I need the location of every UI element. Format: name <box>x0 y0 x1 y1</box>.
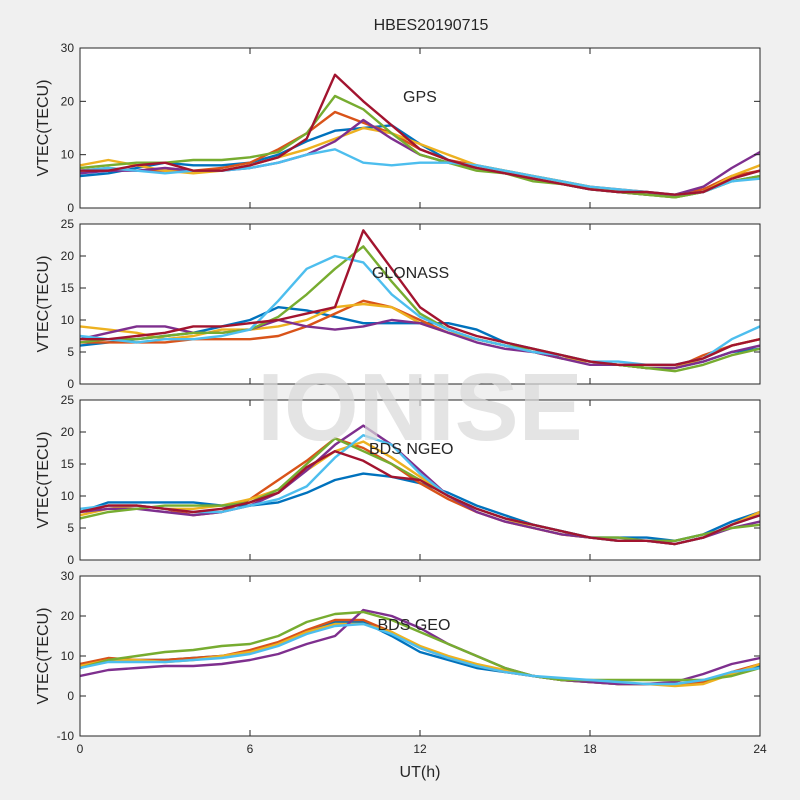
y-tick-label: 0 <box>67 553 74 567</box>
y-tick-label: 10 <box>61 649 75 663</box>
y-tick-label: 30 <box>61 41 75 55</box>
plot-area <box>80 576 760 736</box>
x-tick-label: 18 <box>583 742 597 756</box>
panel-annotation: BDS NGEO <box>369 441 453 458</box>
panel-glonass: 0 5 10 15 20 25 VTEC(TECU) GLONASS <box>35 217 761 391</box>
panel-annotation: GPS <box>403 89 437 106</box>
panels: 0 10 20 30 VTEC(TECU) GPS 0 5 10 15 20 25 VTEC(TECU)… <box>35 41 767 756</box>
x-tick-label: 24 <box>753 742 767 756</box>
watermark: IONISE <box>257 354 582 461</box>
plot-area <box>80 224 760 384</box>
y-tick-label: 30 <box>61 569 75 583</box>
x-tick-label: 12 <box>413 742 427 756</box>
panel-annotation: GLONASS <box>372 265 449 282</box>
figure-title: HBES20190715 <box>374 17 489 34</box>
series-line-7 <box>80 450 760 546</box>
y-tick-label: 5 <box>67 521 74 535</box>
y-tick-label: 25 <box>61 217 75 231</box>
series-line-5 <box>80 94 760 199</box>
y-tick-label: 15 <box>61 281 75 295</box>
y-tick-label: 20 <box>61 425 75 439</box>
y-axis-label: VTEC(TECU) <box>35 256 52 353</box>
y-axis-label: VTEC(TECU) <box>35 432 52 529</box>
y-tick-label: 10 <box>61 148 75 162</box>
y-tick-label: 10 <box>61 489 75 503</box>
series-group <box>80 229 760 373</box>
y-axis-label: VTEC(TECU) <box>35 608 52 705</box>
series-line-5 <box>80 610 760 682</box>
y-tick-label: -10 <box>57 729 75 743</box>
series-line-6 <box>80 622 760 686</box>
y-tick-label: 0 <box>67 201 74 215</box>
series-line-7 <box>80 229 760 366</box>
panel-annotation: BDS GEO <box>378 617 451 634</box>
y-tick-label: 5 <box>67 345 74 359</box>
y-tick-label: 20 <box>61 609 75 623</box>
panel-gps: 0 10 20 30 VTEC(TECU) GPS <box>35 41 761 215</box>
y-tick-label: 0 <box>67 689 74 703</box>
x-tick-label: 0 <box>77 742 84 756</box>
plot-area <box>80 48 760 208</box>
x-axis-label: UT(h) <box>400 764 441 781</box>
y-tick-label: 15 <box>61 457 75 471</box>
y-tick-label: 20 <box>61 94 75 108</box>
series-group <box>80 608 760 688</box>
y-axis-label: VTEC(TECU) <box>35 80 52 177</box>
y-tick-label: 25 <box>61 393 75 407</box>
series-line-5 <box>80 245 760 373</box>
panel-bds-ngeo: 0 5 10 15 20 25 VTEC(TECU) BDS NGEO <box>35 393 761 567</box>
series-group <box>80 424 760 546</box>
x-tick-label: 6 <box>247 742 254 756</box>
y-tick-label: 20 <box>61 249 75 263</box>
series-line-7 <box>80 73 760 196</box>
series-group <box>80 73 760 199</box>
y-tick-label: 10 <box>61 313 75 327</box>
y-tick-label: 0 <box>67 377 74 391</box>
